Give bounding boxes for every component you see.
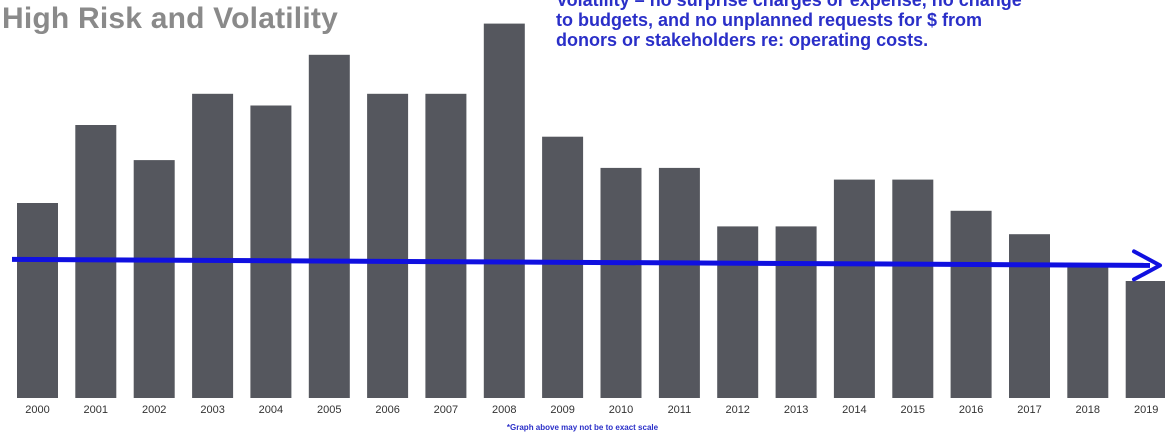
- note-line-1: Volatility – no surprise charges or expe…: [556, 0, 1022, 10]
- x-tick-label: 2018: [1076, 404, 1100, 416]
- bar-2003: [192, 93, 234, 399]
- footnote: *Graph above may not be to exact scale: [506, 423, 659, 432]
- x-tick-label: 2016: [959, 404, 983, 416]
- bar-2009: [542, 136, 584, 398]
- bar-2019: [1125, 281, 1165, 398]
- x-tick-labels: 2000 2001 2002 2003 2004 2005 2006 2007 2008 2009…: [25, 404, 1158, 416]
- chart-title: High Risk and Volatility: [2, 2, 338, 35]
- x-tick-label: 2004: [259, 404, 283, 416]
- x-tick-label: 2019: [1134, 404, 1158, 416]
- trend-line-group: [11, 249, 1162, 282]
- bar-2006: [367, 93, 409, 399]
- trend-arrow-icon: [1132, 249, 1162, 282]
- bar-2015: [892, 179, 934, 398]
- x-tick-label: 2017: [1017, 404, 1041, 416]
- volatility-note: Volatility – no surprise charges or expe…: [556, 0, 1165, 50]
- x-tick-label: 2007: [434, 404, 458, 416]
- bar-2000: [17, 203, 58, 398]
- bar-2014: [833, 179, 875, 398]
- bar-2011: [658, 167, 700, 398]
- bar-2002: [133, 160, 175, 398]
- x-tick-label: 2000: [25, 404, 49, 416]
- x-tick-label: 2002: [142, 404, 166, 416]
- x-tick-label: 2014: [842, 404, 866, 416]
- bar-2007: [425, 93, 467, 399]
- x-tick-label: 2001: [84, 404, 108, 416]
- x-tick-label: 2008: [492, 404, 516, 416]
- bar-2004: [250, 105, 292, 398]
- x-tick-label: 2009: [550, 404, 574, 416]
- bars-group: [17, 23, 1165, 399]
- x-tick-label: 2006: [375, 404, 399, 416]
- x-tick-label: 2015: [901, 404, 925, 416]
- bar-2018: [1067, 265, 1109, 398]
- note-line-2: to budgets, and no unplanned requests fo…: [556, 10, 983, 30]
- x-tick-label: 2012: [725, 404, 749, 416]
- x-tick-label: 2011: [668, 404, 692, 416]
- x-tick-label: 2010: [609, 404, 633, 416]
- x-tick-label: 2013: [784, 404, 808, 416]
- bar-2017: [1009, 234, 1050, 398]
- bar-2012: [717, 226, 759, 398]
- bar-2010: [600, 167, 642, 398]
- trend-line: [11, 256, 1151, 268]
- bar-2016: [950, 210, 992, 398]
- x-tick-label: 2003: [200, 404, 224, 416]
- bar-2013: [775, 226, 817, 398]
- bar-2008: [483, 23, 525, 398]
- x-tick-label: 2005: [317, 404, 341, 416]
- note-line-3: donors or stakeholders re: operating cos…: [556, 30, 929, 50]
- bar-2005: [308, 54, 350, 399]
